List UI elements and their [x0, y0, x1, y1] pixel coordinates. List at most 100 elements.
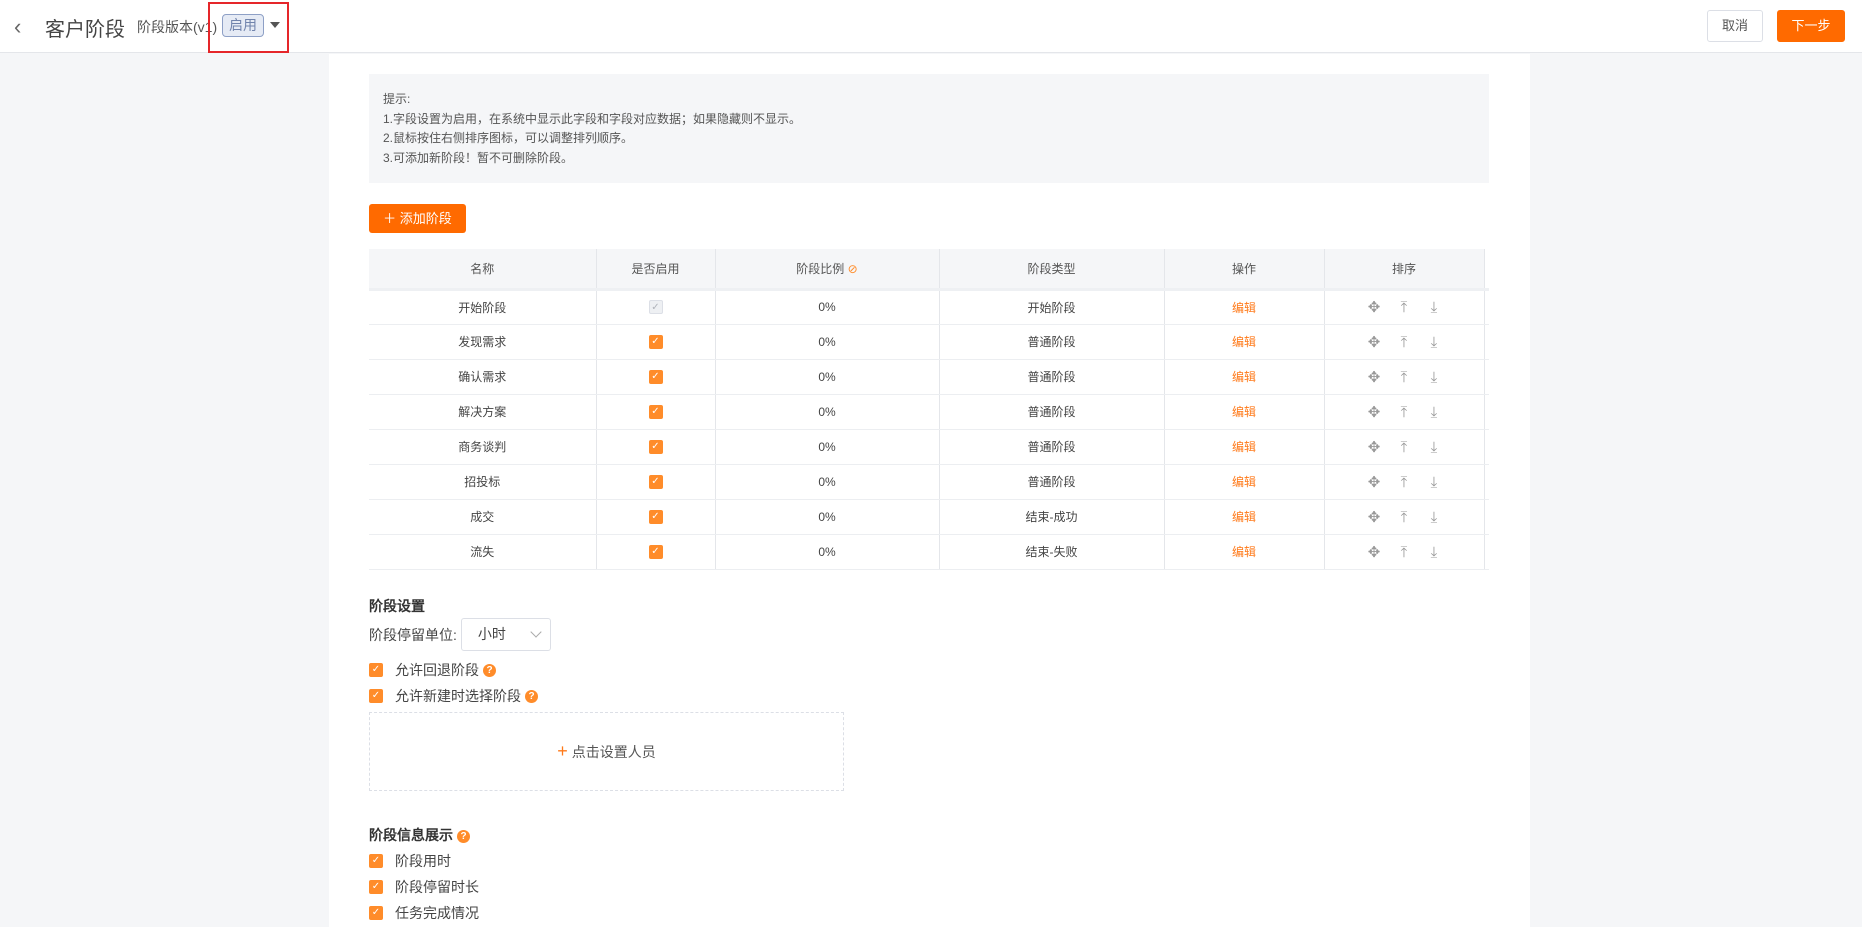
help-icon[interactable]: ? — [525, 689, 538, 703]
enabled-checkbox[interactable]: ✓ — [648, 474, 663, 489]
stage-name: 招投标 — [369, 464, 597, 500]
stage-ratio: 0% — [715, 429, 940, 465]
stay-unit-value: 小时 — [477, 626, 506, 642]
chevron-down-icon — [530, 626, 542, 638]
enabled-cell: ✓ — [596, 359, 716, 395]
edit-link[interactable]: 编辑 — [1231, 405, 1256, 419]
display-checkbox[interactable]: ✓ — [369, 854, 383, 868]
row-gutter — [1484, 464, 1489, 500]
add-stage-button[interactable]: ＋ 添加阶段 — [369, 204, 466, 233]
back-icon[interactable]: ‹ — [14, 14, 22, 39]
table-row: 确认需求 ✓ 0% 普通阶段 编辑 ✥ ⤒ ⤓ — [369, 359, 1489, 395]
enabled-checkbox[interactable]: ✓ — [648, 439, 663, 454]
move-up-icon[interactable]: ⤒ — [1400, 299, 1408, 316]
sort-cell: ✥ ⤒ ⤓ — [1324, 289, 1485, 325]
move-down-icon[interactable]: ⤓ — [1430, 543, 1438, 561]
move-up-icon[interactable]: ⤒ — [1400, 473, 1408, 491]
stage-display-title: 阶段信息展示? — [369, 825, 470, 845]
sort-cell: ✥ ⤒ ⤓ — [1324, 394, 1485, 430]
action-cell: 编辑 — [1164, 464, 1325, 500]
drag-move-icon[interactable]: ✥ — [1367, 508, 1381, 526]
hint-line: 1.字段设置为启用，在系统中显示此字段和字段对应数据；如果隐藏则不显示。 — [383, 111, 802, 126]
col-sort: 排序 — [1324, 249, 1485, 291]
move-up-icon[interactable]: ⤒ — [1400, 543, 1408, 561]
row-gutter — [1484, 324, 1489, 360]
version-dropdown-caret-icon[interactable] — [270, 22, 280, 28]
enabled-cell: ✓ — [596, 394, 716, 430]
stay-unit-label: 阶段停留单位: — [369, 626, 457, 643]
next-step-button[interactable]: 下一步 — [1777, 10, 1845, 42]
stage-type: 开始阶段 — [939, 289, 1165, 325]
highlight-box — [208, 2, 289, 53]
move-down-icon[interactable]: ⤓ — [1430, 368, 1438, 386]
move-up-icon[interactable]: ⤒ — [1400, 508, 1408, 526]
edit-link[interactable]: 编辑 — [1231, 300, 1256, 315]
move-down-icon[interactable]: ⤓ — [1430, 473, 1438, 491]
edit-ratio-icon[interactable]: ⊘ — [847, 261, 858, 276]
display-item: ✓ 阶段用时 — [369, 851, 451, 871]
allow-back-checkbox[interactable]: ✓ — [369, 663, 383, 677]
display-label: 任务完成情况 — [395, 905, 479, 921]
hint-line: 3.可添加新阶段！暂不可删除阶段。 — [383, 150, 574, 165]
stage-type: 结束-成功 — [939, 499, 1165, 535]
stage-table: 名称 是否启用 阶段比例 ⊘ 阶段类型 操作 排序 开始阶段 ✓ 0% 开始阶段… — [369, 249, 1489, 570]
set-people-area[interactable]: + 点击设置人员 — [369, 712, 844, 791]
hint-box: 提示: 1.字段设置为启用，在系统中显示此字段和字段对应数据；如果隐藏则不显示。… — [369, 74, 1489, 183]
cancel-button[interactable]: 取消 — [1707, 10, 1763, 42]
edit-link[interactable]: 编辑 — [1231, 370, 1256, 384]
allow-select-label: 允许新建时选择阶段 — [395, 688, 521, 704]
drag-move-icon[interactable]: ✥ — [1367, 543, 1381, 561]
drag-move-icon[interactable]: ✥ — [1367, 299, 1381, 316]
col-type: 阶段类型 — [939, 249, 1165, 291]
enabled-checkbox[interactable]: ✓ — [648, 369, 663, 384]
drag-move-icon[interactable]: ✥ — [1367, 333, 1381, 351]
stage-name: 商务谈判 — [369, 429, 597, 465]
move-up-icon[interactable]: ⤒ — [1400, 368, 1408, 386]
help-icon[interactable]: ? — [483, 663, 496, 677]
stage-name: 确认需求 — [369, 359, 597, 395]
enabled-checkbox[interactable]: ✓ — [648, 544, 663, 559]
help-icon[interactable]: ? — [457, 829, 470, 843]
move-down-icon[interactable]: ⤓ — [1430, 333, 1438, 351]
move-down-icon[interactable]: ⤓ — [1430, 403, 1438, 421]
move-down-icon[interactable]: ⤓ — [1430, 438, 1438, 456]
stage-name: 发现需求 — [369, 324, 597, 360]
stage-type: 普通阶段 — [939, 464, 1165, 500]
drag-move-icon[interactable]: ✥ — [1367, 438, 1381, 456]
edit-link[interactable]: 编辑 — [1231, 475, 1256, 489]
enabled-cell: ✓ — [596, 464, 716, 500]
drag-move-icon[interactable]: ✥ — [1367, 473, 1381, 491]
move-up-icon[interactable]: ⤒ — [1400, 333, 1408, 351]
stage-ratio: 0% — [715, 464, 940, 500]
edit-link[interactable]: 编辑 — [1231, 545, 1256, 559]
edit-link[interactable]: 编辑 — [1231, 440, 1256, 454]
drag-move-icon[interactable]: ✥ — [1367, 403, 1381, 421]
enabled-checkbox[interactable]: ✓ — [648, 509, 663, 524]
stage-name: 解决方案 — [369, 394, 597, 430]
action-cell: 编辑 — [1164, 359, 1325, 395]
move-up-icon[interactable]: ⤒ — [1400, 438, 1408, 456]
top-bar: ‹ 客户阶段 阶段版本(v1) 启用 取消 下一步 — [0, 0, 1862, 53]
row-gutter — [1484, 394, 1489, 430]
enabled-checkbox[interactable]: ✓ — [648, 334, 663, 349]
sort-cell: ✥ ⤒ ⤓ — [1324, 499, 1485, 535]
set-people-label: 点击设置人员 — [571, 744, 656, 760]
move-down-icon[interactable]: ⤓ — [1430, 299, 1438, 316]
display-checkbox[interactable]: ✓ — [369, 880, 383, 894]
stay-unit-select[interactable]: 小时 — [460, 618, 551, 651]
plus-icon: + — [557, 741, 568, 761]
action-cell: 编辑 — [1164, 394, 1325, 430]
edit-link[interactable]: 编辑 — [1231, 510, 1256, 524]
display-checkbox[interactable]: ✓ — [369, 906, 383, 920]
move-down-icon[interactable]: ⤓ — [1430, 508, 1438, 526]
add-stage-label: 添加阶段 — [399, 211, 452, 226]
edit-link[interactable]: 编辑 — [1231, 335, 1256, 349]
display-label: 阶段用时 — [395, 853, 451, 869]
move-up-icon[interactable]: ⤒ — [1400, 403, 1408, 421]
page-title: 客户阶段 — [45, 19, 125, 41]
stage-ratio: 0% — [715, 499, 940, 535]
drag-move-icon[interactable]: ✥ — [1367, 368, 1381, 386]
allow-select-checkbox[interactable]: ✓ — [369, 689, 383, 703]
enabled-cell: ✓ — [596, 534, 716, 570]
enabled-checkbox[interactable]: ✓ — [648, 404, 663, 419]
